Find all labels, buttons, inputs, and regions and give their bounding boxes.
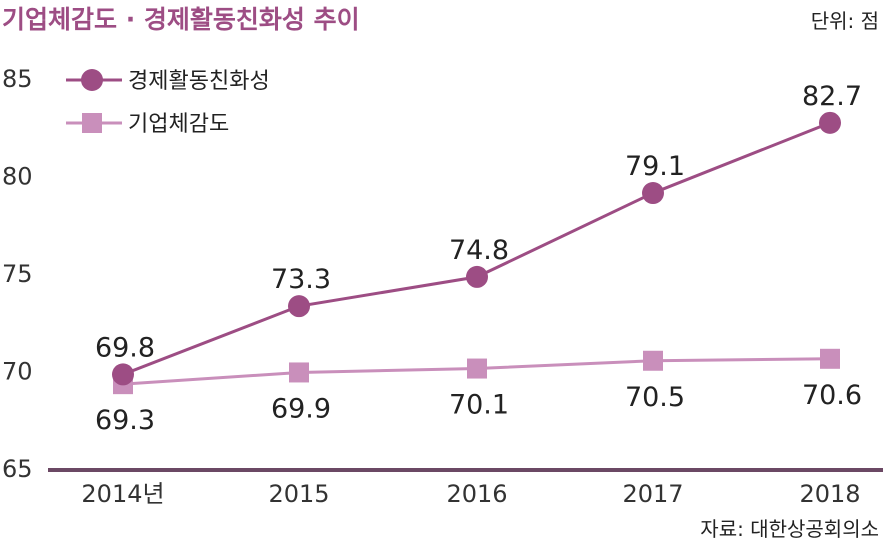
y-tick-label: 85: [2, 65, 33, 93]
x-tick-label: 2018: [799, 480, 860, 508]
series-square-marker: [467, 358, 487, 379]
legend-square-marker: [82, 113, 102, 133]
series-circle-marker: [112, 363, 134, 386]
series-square-marker: [289, 362, 309, 383]
series-circle-marker: [288, 295, 310, 318]
x-tick-label: 2015: [268, 480, 329, 508]
series-circle-marker: [466, 265, 488, 288]
data-label: 70.6: [802, 380, 862, 411]
y-tick-label: 70: [2, 358, 33, 386]
data-label: 69.8: [95, 332, 155, 363]
y-tick-label: 75: [2, 260, 33, 288]
plot-area: 65 70 75 80 85 2014년 2015 2016 2017 2018 69.8 73.3 7…: [2, 65, 883, 508]
data-label: 69.9: [271, 393, 331, 424]
source-label: 자료: 대한상공회의소: [700, 517, 879, 541]
data-label: 79.1: [625, 151, 685, 182]
y-tick-label: 80: [2, 163, 33, 191]
chart-title: 기업체감도 · 경제활동친화성 추이: [2, 5, 360, 34]
x-tick-label: 2017: [622, 480, 683, 508]
data-label: 74.8: [449, 235, 509, 266]
unit-label: 단위: 점: [811, 9, 879, 33]
data-label: 69.3: [95, 405, 155, 436]
data-label: 70.5: [625, 382, 685, 413]
series-circle-marker: [642, 182, 664, 205]
series-square-marker: [643, 350, 663, 371]
data-label: 70.1: [449, 390, 509, 421]
legend-circle-marker: [81, 69, 103, 91]
legend-label: 기업체감도: [128, 112, 229, 137]
data-label: 82.7: [802, 81, 862, 112]
series-square-marker: [820, 348, 840, 369]
y-tick-label: 65: [2, 455, 33, 483]
series-circle-marker: [819, 111, 841, 134]
data-label: 73.3: [271, 264, 331, 295]
x-tick-label: 2014년: [81, 480, 164, 508]
x-tick-label: 2016: [446, 480, 507, 508]
legend-label: 경제활동친화성: [128, 69, 270, 94]
